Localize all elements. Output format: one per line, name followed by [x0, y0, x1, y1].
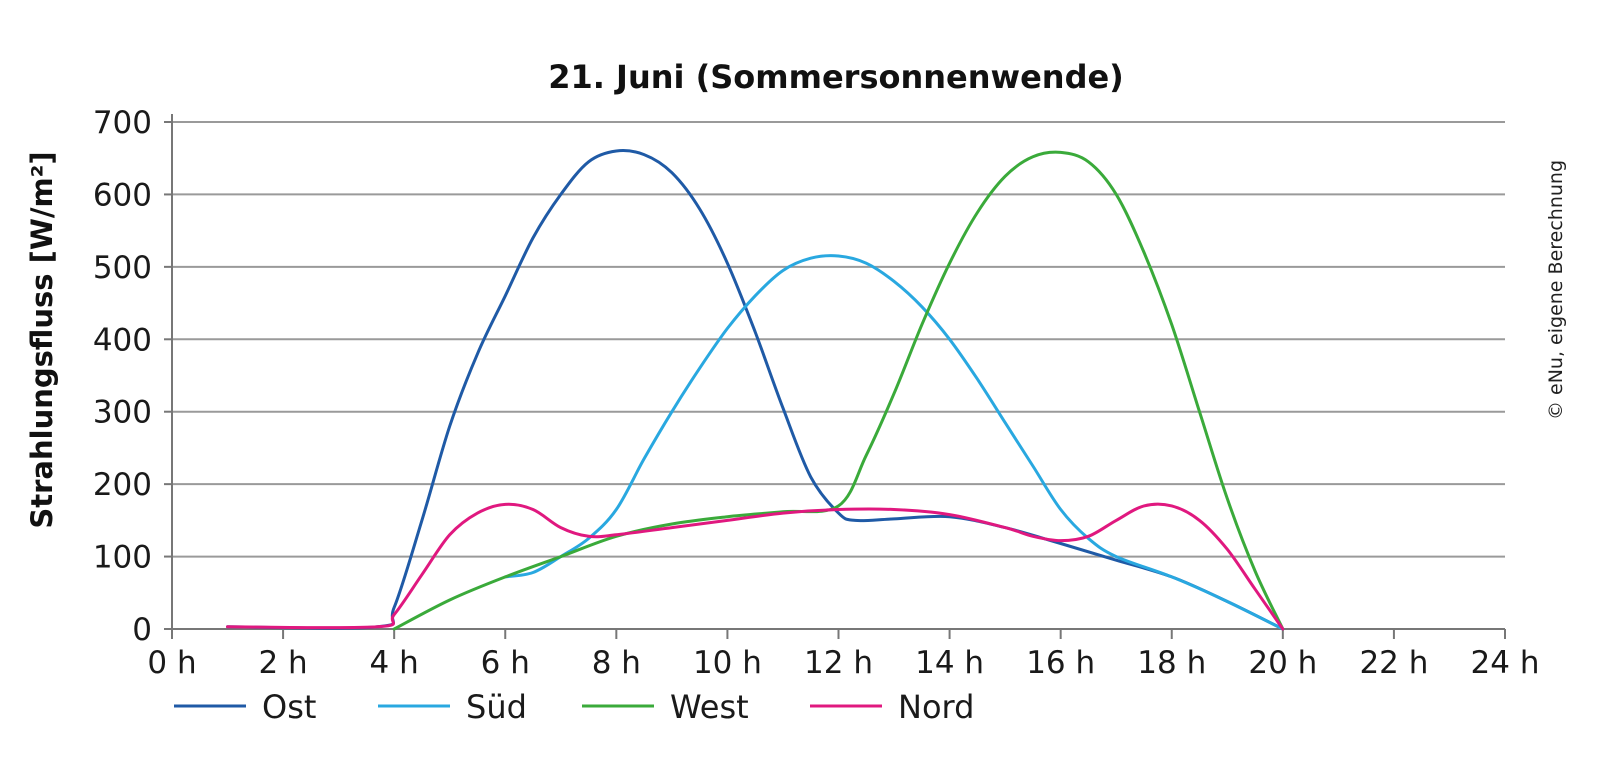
series-line-nord: [226, 502, 1285, 631]
y-tick-label: 600: [93, 177, 152, 213]
series-lines: [226, 149, 1285, 631]
x-tick-label: 14 h: [915, 645, 984, 681]
credit-text: © eNu, eigene Berechnung: [1545, 160, 1567, 420]
x-tick-label: 0 h: [147, 645, 196, 681]
x-tick-label: 12 h: [804, 645, 873, 681]
y-tick-label: 400: [93, 322, 152, 358]
x-tick-label: 22 h: [1359, 645, 1428, 681]
y-tick-label: 100: [93, 540, 152, 576]
x-tick-label: 8 h: [592, 645, 641, 681]
tick-labels: 0 100 200 300 400 500 600 700 0 h 2 h 4 h 6 h 8 h 10 …: [93, 105, 1540, 681]
y-tick-label: 200: [93, 467, 152, 503]
legend-label: Süd: [466, 688, 527, 726]
y-tick-label: 300: [93, 395, 152, 431]
x-tick-label: 10 h: [693, 645, 762, 681]
legend: Ost Süd West Nord: [174, 688, 974, 726]
legend-label: West: [670, 688, 749, 726]
y-tick-label: 0: [132, 612, 152, 648]
legend-label: Ost: [262, 688, 316, 726]
x-tick-label: 6 h: [481, 645, 530, 681]
x-tick-label: 24 h: [1471, 645, 1540, 681]
x-tick-label: 16 h: [1026, 645, 1095, 681]
chart-title: 21. Juni (Sommersonnenwende): [548, 58, 1124, 96]
x-tick-label: 2 h: [258, 645, 307, 681]
x-tick-label: 4 h: [370, 645, 419, 681]
legend-label: Nord: [898, 688, 974, 726]
x-tick-label: 18 h: [1137, 645, 1206, 681]
axes: [164, 114, 1506, 639]
x-tick-label: 20 h: [1248, 645, 1317, 681]
y-tick-label: 700: [93, 105, 152, 141]
y-axis-label: Strahlungsfluss [W/m²]: [25, 151, 59, 528]
y-tick-label: 500: [93, 250, 152, 286]
grid-lines: [172, 121, 1505, 558]
